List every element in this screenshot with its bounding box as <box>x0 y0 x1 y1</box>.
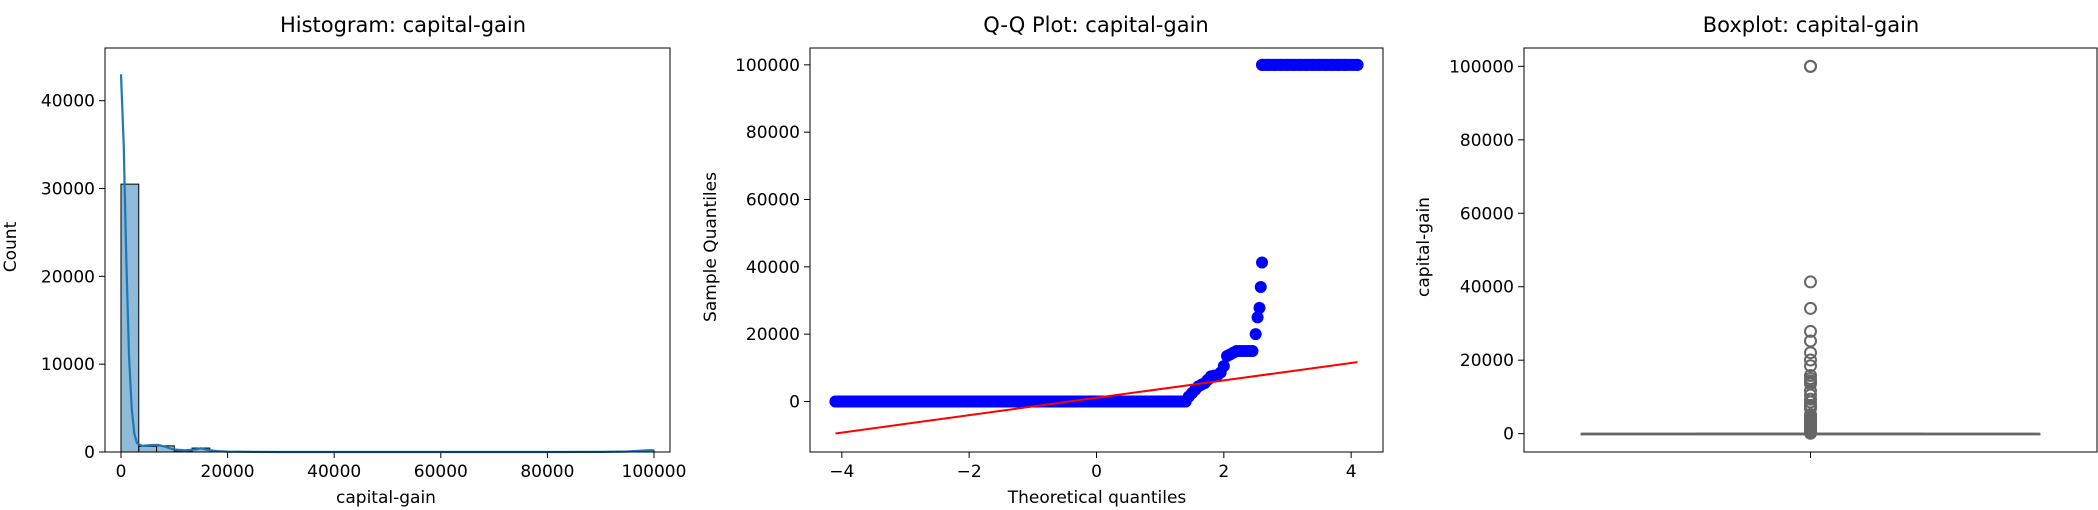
histogram-xlabel: capital-gain <box>336 488 436 508</box>
histogram-frame <box>104 47 671 453</box>
qq-point <box>1351 58 1364 71</box>
qq-point <box>905 395 918 408</box>
qq-point <box>1338 58 1351 71</box>
histogram-ylabel: Count <box>1 221 21 272</box>
histogram|0-xtick-label: 0 <box>116 462 127 482</box>
qq|1-ytick-label: 40000 <box>746 258 800 278</box>
qq-panel: Q-Q Plot: capital-gain Theoretical quant… <box>701 13 1384 508</box>
qq|1-xtick-label: 2 <box>1218 462 1229 482</box>
qq-point <box>1256 256 1269 269</box>
qq-point <box>829 395 842 408</box>
boxplot|2-ytick-label: 100000 <box>1449 57 1514 77</box>
qq-point <box>1253 301 1266 314</box>
qq-title: Q-Q Plot: capital-gain <box>983 13 1208 37</box>
histogram-bar <box>120 183 140 453</box>
histogram|0-xtick-label: 100000 <box>622 462 687 482</box>
qq-reference-line <box>835 361 1358 435</box>
histogram|0-xtick-label: 60000 <box>414 462 468 482</box>
histogram-panel: Histogram: capital-gain capital-gain Cou… <box>1 13 686 508</box>
histogram-kde-line <box>119 74 654 454</box>
qq|1-ytick-label: 80000 <box>746 123 800 143</box>
qq-point <box>1251 311 1264 324</box>
boxplot-ticks: 0 20000 40000 60000 80000 100000 <box>1449 57 1811 458</box>
qq-ylabel: Sample Quantiles <box>701 172 721 322</box>
histogram|0-ytick-label: 20000 <box>41 267 95 287</box>
qq|1-ytick-label: 0 <box>789 393 800 413</box>
qq-point <box>1007 395 1020 408</box>
qq-point <box>995 395 1007 408</box>
qq-point <box>944 395 957 408</box>
boxplot-frame <box>1523 47 2098 453</box>
qq|1-xtick-label: −2 <box>957 462 982 482</box>
histogram|0-ytick-label: 0 <box>84 443 95 463</box>
qq-point <box>1020 395 1033 408</box>
qq-point <box>1147 395 1160 408</box>
boxplot-outlier <box>1804 359 1817 373</box>
qq-point <box>1160 395 1173 408</box>
boxplot|2-ytick-label: 60000 <box>1460 204 1514 224</box>
qq-xlabel: Theoretical quantiles <box>1007 488 1187 508</box>
qq-ticks: 0 20000 40000 60000 80000 100000 −4 −2 0 2 4 <box>735 56 1356 482</box>
qq-point <box>842 395 855 408</box>
boxplot-title: Boxplot: capital-gain <box>1703 13 1919 37</box>
qq-point <box>893 395 906 408</box>
qq-point <box>1096 395 1109 408</box>
qq-point <box>867 395 880 408</box>
boxplot-outlier <box>1804 301 1817 315</box>
qq|1-xtick-label: −4 <box>829 462 854 482</box>
qq-point <box>969 395 982 408</box>
boxplot|2-ytick-label: 80000 <box>1460 131 1514 151</box>
boxplot-ylabel: capital-gain <box>1414 197 1434 297</box>
qq|1-ytick-label: 20000 <box>746 325 800 345</box>
qq-points <box>829 58 1364 408</box>
boxplot-outlier <box>1804 346 1817 360</box>
histogram|0-xtick-label: 20000 <box>201 462 255 482</box>
histogram|0-xtick-label: 40000 <box>307 462 361 482</box>
histogram|0-ytick-label: 30000 <box>41 180 95 200</box>
histogram-ticks: 0 10000 20000 30000 40000 0 20000 40000 60000 800… <box>41 92 687 482</box>
qq-point <box>1045 395 1058 408</box>
boxplot|2-ytick-label: 0 <box>1503 425 1514 445</box>
qq-point <box>918 395 931 408</box>
histogram-title: Histogram: capital-gain <box>280 13 526 37</box>
boxplot-panel: Boxplot: capital-gain capital-gain 0 2000… <box>1414 13 2098 458</box>
histogram-bar <box>138 445 158 453</box>
qq-frame <box>809 47 1384 453</box>
qq-point <box>1249 328 1262 341</box>
boxplot-outlier <box>1804 353 1817 367</box>
boxplot-outlier <box>1804 59 1817 73</box>
qq-point <box>1071 395 1084 408</box>
qq-point <box>931 395 944 408</box>
histogram|0-xtick-label: 80000 <box>520 462 574 482</box>
boxplot-outlier <box>1804 275 1817 289</box>
qq-point <box>1135 395 1148 408</box>
qq-point <box>1122 395 1135 408</box>
boxplot-outlier <box>1804 324 1817 338</box>
qq|1-xtick-label: 4 <box>1346 462 1357 482</box>
boxplot-outlier <box>1804 426 1817 440</box>
qq-point <box>982 395 995 408</box>
boxplot-outliers <box>1804 59 1817 440</box>
qq|1-xtick-label: 0 <box>1091 462 1102 482</box>
qq-point <box>880 395 893 408</box>
histogram-bars <box>120 183 655 453</box>
histogram|0-ytick-label: 40000 <box>41 92 95 112</box>
boxplot|2-ytick-label: 40000 <box>1460 278 1514 298</box>
qq-point <box>854 395 867 408</box>
qq-point <box>956 395 969 408</box>
qq|1-ytick-label: 100000 <box>735 56 800 76</box>
qq-point <box>1254 281 1267 294</box>
qq-point <box>1109 395 1122 408</box>
histogram|0-ytick-label: 10000 <box>41 355 95 375</box>
boxplot|2-ytick-label: 20000 <box>1460 351 1514 371</box>
qq-point <box>1217 360 1230 373</box>
qq|1-ytick-label: 60000 <box>746 191 800 211</box>
qq-point <box>1246 345 1259 357</box>
